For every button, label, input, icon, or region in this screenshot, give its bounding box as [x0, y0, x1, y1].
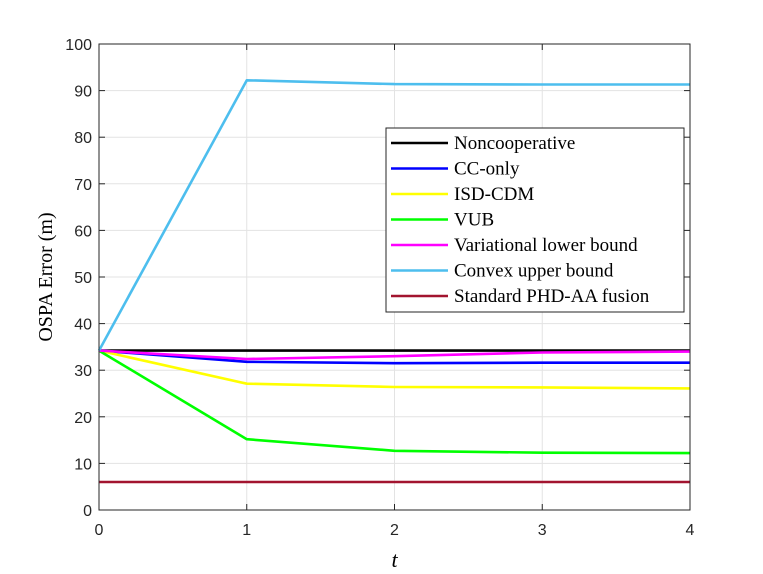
- series-line-convex-upper-bound: [97, 79, 690, 352]
- series-line-variational-lower-bound: [98, 349, 691, 361]
- legend-entry: Noncooperative: [454, 133, 575, 154]
- series-line-isd-cdm: [98, 349, 691, 390]
- series-line-vub: [98, 349, 691, 455]
- y-tick-label: 90: [74, 84, 92, 101]
- y-tick-label: 60: [74, 223, 92, 240]
- x-axis-label: t: [391, 547, 398, 572]
- legend-entry: CC-only: [454, 159, 520, 180]
- legend: Noncooperative CC-only ISD-CDM VUB Variation…: [385, 127, 685, 313]
- y-tick-label: 30: [74, 363, 92, 380]
- legend-entry: ISD-CDM: [454, 184, 534, 205]
- x-tick-label: 0: [95, 522, 104, 539]
- series-lines: [97, 79, 691, 484]
- y-axis-label: OSPA Error (m): [35, 212, 57, 341]
- y-tick-label: 40: [74, 317, 92, 334]
- y-tick-label: 20: [74, 410, 92, 427]
- legend-entry: Convex upper bound: [454, 261, 614, 282]
- legend-entry: Variational lower bound: [454, 235, 638, 256]
- x-tick-label: 4: [686, 522, 695, 539]
- y-tick-label: 80: [74, 130, 92, 147]
- y-tick-label: 70: [74, 177, 92, 194]
- legend-entry: Standard PHD-AA fusion: [454, 286, 650, 307]
- y-tick-label: 10: [74, 456, 92, 473]
- legend-entry: VUB: [454, 210, 494, 231]
- x-tick-label: 2: [390, 522, 399, 539]
- series-line-cc-only: [98, 349, 690, 365]
- y-tick-label: 50: [74, 270, 92, 287]
- x-tick-label: 3: [538, 522, 547, 539]
- x-tick-label: 1: [242, 522, 251, 539]
- y-tick-label: 100: [65, 37, 92, 54]
- y-tick-label: 0: [83, 503, 92, 520]
